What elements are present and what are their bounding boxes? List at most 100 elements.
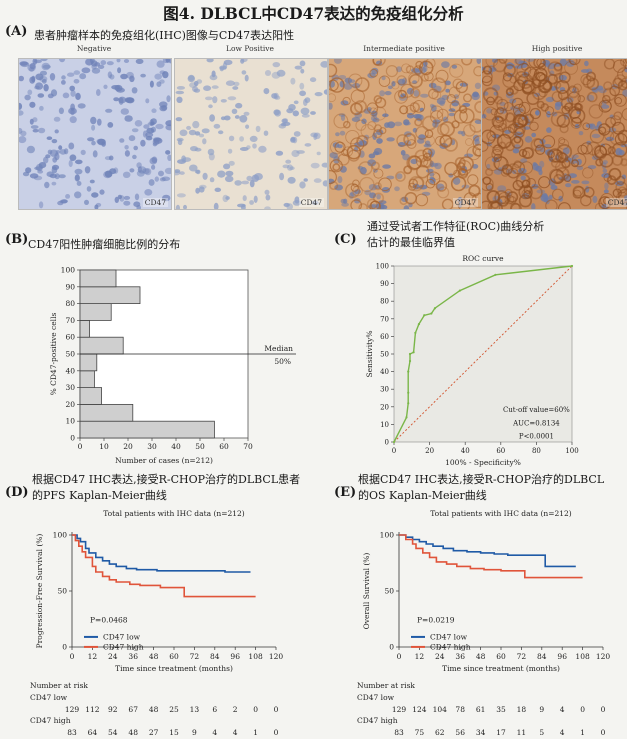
x-tick-label: 40 <box>171 442 181 451</box>
y-tick-label: 70 <box>65 316 75 325</box>
risk-value: 27 <box>149 728 159 737</box>
ihc-texture <box>482 59 627 209</box>
y-tick-label: 60 <box>65 333 75 342</box>
x-tick-label: 0 <box>397 652 402 661</box>
ihc-stain-tag: CD47 <box>605 198 627 207</box>
roc-point <box>407 391 410 394</box>
y-tick-label: 90 <box>65 282 75 291</box>
risk-value: 0 <box>274 705 279 714</box>
x-tick-label: 72 <box>517 652 527 661</box>
y-tick-label: 40 <box>65 366 75 375</box>
y-tick-label: 50 <box>384 587 394 596</box>
risk-row-label: CD47 low <box>357 693 395 702</box>
ihc-caption: Intermediate positive <box>363 44 445 53</box>
risk-value: 0 <box>580 705 585 714</box>
km-series-line <box>72 534 251 573</box>
legend-label: CD47 low <box>430 632 468 641</box>
y-tick-label: 80 <box>380 298 389 306</box>
bar <box>79 320 91 338</box>
risk-value: 0 <box>601 728 606 737</box>
roc-point <box>408 352 412 356</box>
x-tick-label: 96 <box>557 652 567 661</box>
median-value: 50% <box>274 357 291 366</box>
risk-table-title: Number at risk <box>357 681 415 690</box>
x-tick-label: 108 <box>575 652 590 661</box>
y-tick-label: 70 <box>380 315 389 323</box>
risk-value: 13 <box>190 705 200 714</box>
x-tick-label: 36 <box>128 652 138 661</box>
legend-label: CD47 high <box>103 642 144 651</box>
panel-c-title-1: 通过受试者工作特征(ROC)曲线分析 <box>367 220 545 233</box>
roc-point <box>570 264 574 268</box>
ihc-texture <box>175 59 327 209</box>
bar <box>79 370 95 389</box>
panel-a-title: 患者肿瘤样本的免疫组化(IHC)图像与CD47表达阳性 <box>34 29 295 42</box>
km-series-line <box>72 534 256 598</box>
y-tick-label: 30 <box>380 386 389 394</box>
ihc-caption: Negative <box>76 44 112 53</box>
roc-point <box>430 312 433 315</box>
risk-value: 9 <box>192 728 197 737</box>
y-tick-label: 50 <box>57 587 67 596</box>
roc-series-line <box>393 265 573 443</box>
x-tick-label: 60 <box>496 447 505 455</box>
x-tick-label: 60 <box>219 442 229 451</box>
risk-value: 92 <box>108 705 118 714</box>
x-tick-label: 40 <box>461 447 470 455</box>
panel-a-letter: (A) <box>5 24 28 39</box>
panel-d-title-2: 的PFS Kaplan-Meier曲线 <box>32 489 167 502</box>
ihc-caption: High positive <box>531 44 583 53</box>
x-tick-label: 10 <box>99 442 109 451</box>
ihc-stain-tag: CD47 <box>452 198 478 207</box>
panel-c-letter: (C) <box>334 232 357 247</box>
panel-e-title-1: 根据CD47 IHC表达,接受R-CHOP治疗的DLBCL <box>358 473 605 486</box>
legend-label: CD47 high <box>430 642 471 651</box>
x-axis-title: Time since treatment (months) <box>115 664 233 673</box>
panel-b-title: CD47阳性肿瘤细胞比例的分布 <box>28 238 181 251</box>
risk-value: 34 <box>476 728 486 737</box>
x-tick-label: 96 <box>230 652 240 661</box>
y-tick-label: 50 <box>380 351 389 359</box>
x-axis-title: Time since treatment (months) <box>442 664 560 673</box>
bar <box>79 286 141 304</box>
chart-title: Total patients with IHC data (n=212) <box>103 509 245 518</box>
risk-value: 83 <box>394 728 404 737</box>
risk-value: 83 <box>67 728 77 737</box>
figure-title: 图4. DLBCL中CD47表达的免疫组化分析 <box>163 4 464 23</box>
bar <box>79 387 103 405</box>
panel-e-title-2: 的OS Kaplan-Meier曲线 <box>358 489 487 502</box>
chart-title: ROC curve <box>462 254 504 263</box>
y-tick-label: 10 <box>380 421 389 429</box>
y-tick-label: 60 <box>380 333 389 341</box>
risk-value: 124 <box>412 705 427 714</box>
y-tick-label: 20 <box>65 400 75 409</box>
x-tick-label: 24 <box>108 652 118 661</box>
roc-point <box>412 351 415 354</box>
risk-value: 15 <box>169 728 179 737</box>
y-tick-label: 100 <box>380 531 395 540</box>
risk-value: 48 <box>128 728 138 737</box>
x-tick-label: 12 <box>415 652 425 661</box>
y-axis-title: % CD47-positive cells <box>49 313 58 396</box>
x-tick-label: 48 <box>149 652 159 661</box>
y-tick-label: 0 <box>62 643 67 652</box>
y-tick-label: 90 <box>380 280 389 288</box>
x-tick-label: 12 <box>88 652 98 661</box>
bar <box>79 353 98 372</box>
y-tick-label: 0 <box>385 439 389 447</box>
median-label: Median <box>264 344 293 353</box>
risk-value: 25 <box>169 705 179 714</box>
roc-point <box>405 416 408 419</box>
bar <box>79 420 215 439</box>
risk-row-label: CD47 low <box>30 693 68 702</box>
ihc-image: CD47 <box>328 58 482 210</box>
panel-b-letter: (B) <box>5 232 29 247</box>
ihc-image: CD47 <box>174 58 328 210</box>
x-tick-label: 108 <box>248 652 263 661</box>
risk-value: 1 <box>253 728 258 737</box>
risk-value: 61 <box>476 705 486 714</box>
p-value: P=0.0468 <box>90 615 128 624</box>
bar <box>79 269 117 288</box>
annotation: AUC=0.8134 <box>512 419 560 427</box>
risk-value: 18 <box>517 705 527 714</box>
